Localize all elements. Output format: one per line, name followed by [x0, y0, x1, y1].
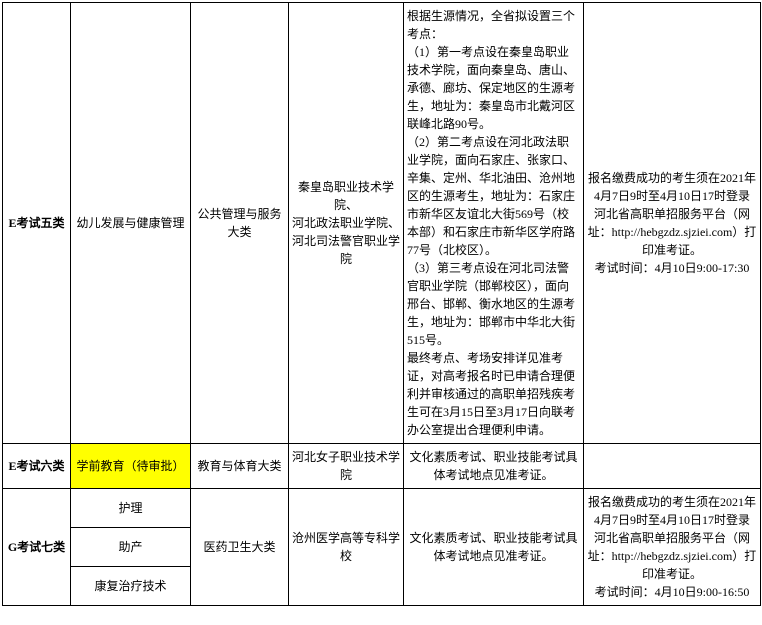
table-row: E考试五类 幼儿发展与健康管理 公共管理与服务大类 秦皇岛职业技术学院、河北政法… [3, 3, 761, 444]
major-cell-highlighted: 学前教育（待审批） [71, 444, 191, 489]
category-cell: G考试七类 [3, 489, 71, 606]
info-cell: 报名缴费成功的考生须在2021年4月7日9时至4月10日17时登录河北省高职单招… [584, 3, 761, 444]
major-group-cell: 教育与体育大类 [191, 444, 289, 489]
location-cell: 根据生源情况，全省拟设置三个考点：（1）第一考点设在秦皇岛职业技术学院，面向秦皇… [404, 3, 584, 444]
major-group-cell: 公共管理与服务大类 [191, 3, 289, 444]
table-row: E考试六类 学前教育（待审批） 教育与体育大类 河北女子职业技术学院 文化素质考… [3, 444, 761, 489]
info-cell [584, 444, 761, 489]
major-group-cell: 医药卫生大类 [191, 489, 289, 606]
schools-cell: 河北女子职业技术学院 [289, 444, 404, 489]
schools-cell: 沧州医学高等专科学校 [289, 489, 404, 606]
major-cell: 幼儿发展与健康管理 [71, 3, 191, 444]
category-cell: E考试五类 [3, 3, 71, 444]
major-cell: 助产 [71, 528, 191, 567]
category-cell: E考试六类 [3, 444, 71, 489]
schools-cell: 秦皇岛职业技术学院、河北政法职业学院、河北司法警官职业学院 [289, 3, 404, 444]
location-cell: 文化素质考试、职业技能考试具体考试地点见准考证。 [404, 489, 584, 606]
exam-categories-table: E考试五类 幼儿发展与健康管理 公共管理与服务大类 秦皇岛职业技术学院、河北政法… [2, 2, 761, 606]
major-cell: 护理 [71, 489, 191, 528]
table-row: G考试七类 护理 医药卫生大类 沧州医学高等专科学校 文化素质考试、职业技能考试… [3, 489, 761, 528]
location-cell: 文化素质考试、职业技能考试具体考试地点见准考证。 [404, 444, 584, 489]
info-cell: 报名缴费成功的考生须在2021年4月7日9时至4月10日17时登录河北省高职单招… [584, 489, 761, 606]
major-cell: 康复治疗技术 [71, 567, 191, 606]
